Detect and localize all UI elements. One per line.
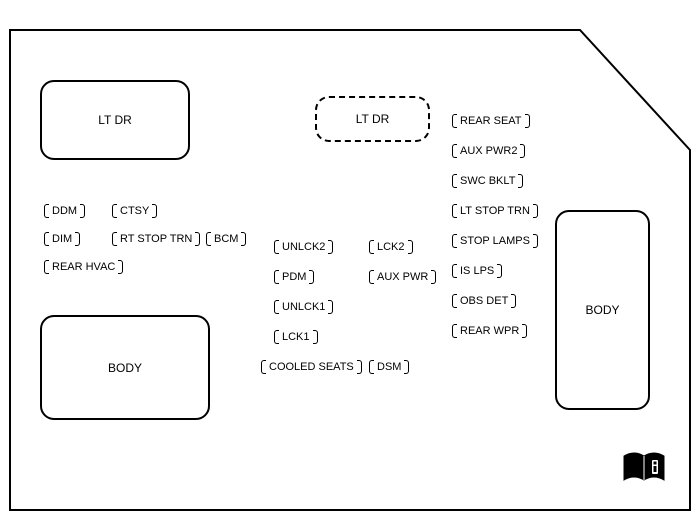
- fuse-diagram: LT DR LT DR BODY BODY DDM CTSY DIM RT STOP TRN B…: [0, 0, 700, 522]
- fuse-unlck2: UNLCK2: [280, 240, 327, 254]
- fuse-dsm: DSM: [375, 360, 403, 374]
- fuse-swc-bklt: SWC BKLT: [458, 174, 517, 188]
- fuse-bcm: BCM: [212, 232, 240, 246]
- fuse-is-lps: IS LPS: [458, 264, 496, 278]
- fuse-dim: DIM: [50, 232, 74, 246]
- block-lt-dr-main: LT DR: [40, 80, 190, 160]
- fuse-rt-stop-trn: RT STOP TRN: [118, 232, 194, 246]
- fuse-stop-lamps: STOP LAMPS: [458, 234, 532, 248]
- fuse-ctsy: CTSY: [118, 204, 151, 218]
- fuse-rear-hvac: REAR HVAC: [50, 260, 117, 274]
- block-lt-dr-dashed: LT DR: [315, 96, 430, 142]
- fuse-aux-pwr: AUX PWR: [375, 270, 430, 284]
- manual-icon: [620, 450, 668, 486]
- block-body-right: BODY: [555, 210, 650, 410]
- fuse-lck1: LCK1: [280, 330, 312, 344]
- fuse-cooled-seats: COOLED SEATS: [267, 360, 356, 374]
- fuse-obs-det: OBS DET: [458, 294, 510, 308]
- fuse-rear-wpr: REAR WPR: [458, 324, 521, 338]
- fuse-aux-pwr2: AUX PWR2: [458, 144, 519, 158]
- block-body-left: BODY: [40, 315, 210, 420]
- fuse-lck2: LCK2: [375, 240, 407, 254]
- fuse-lt-stop-trn: LT STOP TRN: [458, 204, 532, 218]
- fuse-pdm: PDM: [280, 270, 308, 284]
- fuse-rear-seat: REAR SEAT: [458, 114, 524, 128]
- fuse-ddm: DDM: [50, 204, 79, 218]
- fuse-unlck1: UNLCK1: [280, 300, 327, 314]
